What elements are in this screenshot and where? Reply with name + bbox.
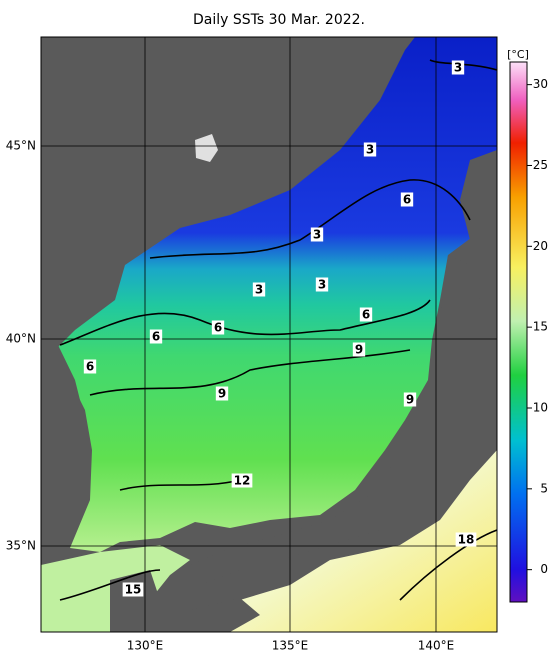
contour-label-box	[122, 582, 144, 597]
contour-label-box	[252, 282, 266, 297]
contour-label-box	[315, 277, 329, 292]
colorbar-unit: [°C]	[507, 48, 529, 61]
kyushu	[110, 570, 160, 632]
contour-label: 9	[218, 387, 226, 401]
lon-label: 130°E	[127, 639, 164, 653]
lat-label: 45°N	[6, 139, 36, 153]
contour-label: 6	[86, 360, 94, 374]
contour-label-box	[400, 192, 414, 207]
contour-label-box	[310, 227, 324, 242]
map-frame	[40, 36, 498, 633]
lon-label: 135°E	[272, 639, 309, 653]
contour-label: 3	[255, 283, 263, 297]
contour-label-box	[149, 329, 163, 344]
shikoku	[190, 598, 260, 632]
colorbar-tick-label: 0	[540, 562, 548, 576]
hokkaido	[460, 150, 497, 255]
map-area: 3 3 6 3 3 3 6 6 6 6 9 9 9 12 18 15	[41, 37, 497, 632]
lake	[195, 134, 218, 162]
contour-label: 3	[454, 61, 462, 75]
pacific-sea	[200, 450, 497, 632]
contour-label: 6	[362, 308, 370, 322]
contour-label: 3	[366, 143, 374, 157]
contour-label: 15	[125, 583, 142, 597]
contour-label-box	[403, 392, 417, 407]
contour-label: 6	[403, 193, 411, 207]
contour-label-box	[455, 532, 477, 547]
contour-label-box	[231, 473, 253, 488]
contour-label-box	[352, 342, 366, 357]
contour-label: 3	[313, 228, 321, 242]
contour-label-box	[451, 60, 465, 75]
graticule	[41, 37, 497, 632]
colorbar-tick-label: 20	[533, 239, 548, 253]
contour-label: 6	[214, 321, 222, 335]
lat-label: 40°N	[6, 332, 36, 346]
map-title: Daily SSTs 30 Mar. 2022.	[193, 12, 365, 28]
contour-label: 9	[406, 393, 414, 407]
contour-label: 3	[318, 278, 326, 292]
contour-label: 18	[458, 533, 475, 547]
contour-label-box	[83, 359, 97, 374]
colorbar-ticks: 0 5 10 15 20 25 30	[527, 77, 548, 576]
korea	[41, 330, 85, 545]
honshu	[168, 255, 480, 600]
colorbar-tick-label: 30	[533, 77, 548, 91]
contour-label-box	[211, 320, 225, 335]
sea-of-japan	[55, 37, 497, 552]
contour-label: 6	[152, 330, 160, 344]
colorbar-tick-label: 5	[540, 481, 548, 495]
contour-label: 12	[234, 474, 251, 488]
contour-label-box	[359, 307, 373, 322]
contour-label-box	[215, 386, 229, 401]
colorbar	[509, 61, 528, 603]
colorbar-tick-label: 25	[533, 158, 548, 172]
contour-labels: 3 3 6 3 3 3 6 6 6 6 9 9 9 12 18 15	[83, 60, 477, 597]
colorbar-tick-label: 10	[533, 400, 548, 414]
contour-label: 9	[355, 343, 363, 357]
colorbar-tick-label: 15	[533, 320, 548, 334]
lon-label: 140°E	[418, 639, 455, 653]
contour-label-box	[363, 142, 377, 157]
lat-label: 35°N	[6, 539, 36, 553]
